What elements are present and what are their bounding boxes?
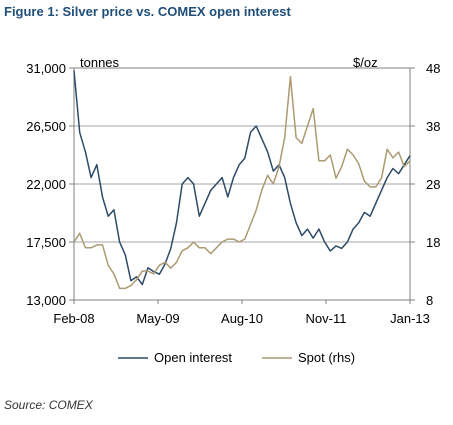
legend: Open interest Spot (rhs) — [118, 350, 355, 365]
series-line-open-interest — [73, 70, 411, 286]
x-tick-label: Nov-11 — [306, 311, 347, 326]
x-tick-label: Feb-08 — [53, 311, 94, 326]
left-axis-unit-label: tonnes — [80, 55, 120, 70]
x-tick-label: May-09 — [136, 311, 179, 326]
left-tick-label: 17,500 — [26, 235, 66, 250]
right-tick-label: 8 — [426, 293, 433, 308]
series-line-spot-rhs — [73, 75, 411, 290]
right-tick-label: 18 — [426, 235, 440, 250]
right-axis-unit-label: $/oz — [353, 55, 378, 70]
right-tick-label: 28 — [426, 177, 440, 192]
right-tick-label: 38 — [426, 119, 440, 134]
axis-labels: 31,000 26,500 22,000 17,500 13,000 48 38 28 18 8 F… — [26, 61, 440, 326]
right-tick-label: 48 — [426, 61, 440, 76]
left-tick-label: 22,000 — [26, 177, 66, 192]
left-tick-label: 13,000 — [26, 293, 66, 308]
series-lines — [73, 70, 411, 290]
legend-label-spot-rhs: Spot (rhs) — [298, 350, 355, 365]
legend-label-open-interest: Open interest — [154, 350, 232, 365]
left-tick-label: 26,500 — [26, 119, 66, 134]
source-note: Source: COMEX — [4, 398, 93, 412]
left-tick-label: 31,000 — [26, 61, 66, 76]
x-tick-label: Jan-13 — [390, 311, 430, 326]
grid-lines — [74, 125, 410, 243]
x-tick-label: Aug-10 — [221, 311, 263, 326]
figure-title: Figure 1: Silver price vs. COMEX open in… — [4, 4, 291, 19]
